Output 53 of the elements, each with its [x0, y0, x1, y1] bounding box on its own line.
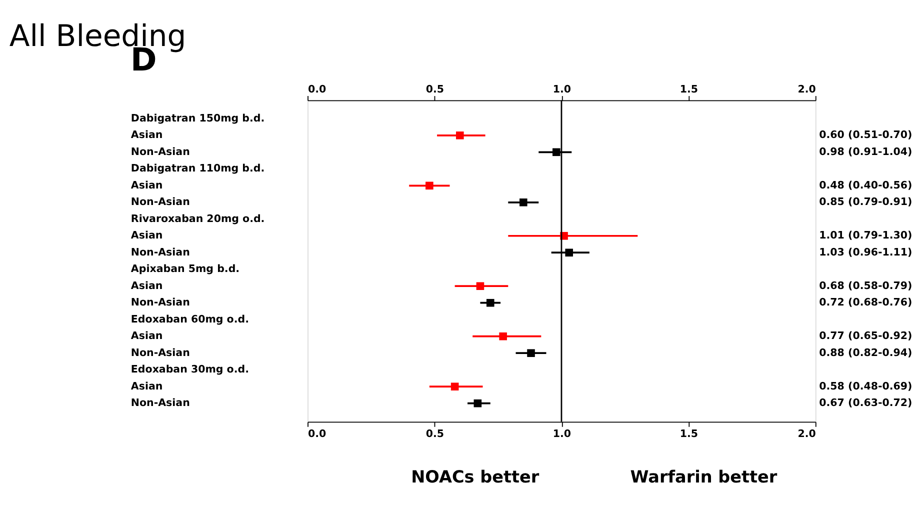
- y-tick-label: Asian: [130, 179, 163, 192]
- y-tick-label: Non-Asian: [130, 196, 190, 208]
- point: [527, 349, 535, 357]
- x-tick-label: 0.5: [426, 83, 444, 96]
- point: [474, 399, 482, 408]
- x2-tick-label: 1.0: [552, 428, 572, 440]
- y-tick-label: Non-Asian: [130, 397, 190, 410]
- point: [450, 382, 459, 390]
- point: [519, 198, 528, 206]
- data-label: 0.98 (0.91-1.04): [819, 146, 912, 158]
- x2-tick-label: 1.5: [680, 428, 698, 440]
- x2-tick-label: 0.5: [426, 428, 444, 440]
- point: [456, 132, 464, 140]
- point: [552, 148, 560, 156]
- data-label: 0.67 (0.63-0.72): [819, 397, 912, 410]
- data-label: 1.01 (0.79-1.30): [819, 230, 912, 242]
- y-tick-label: Asian: [130, 129, 163, 142]
- x-tick-label: 0.0: [308, 83, 326, 96]
- data-label: 0.72 (0.68-0.76): [819, 296, 912, 309]
- data-label: 0.85 (0.79-0.91): [819, 196, 912, 208]
- y-tick-label: Non-Asian: [130, 246, 190, 258]
- data-label: 0.60 (0.51-0.70): [819, 129, 912, 142]
- x-tick-label: 2.0: [798, 83, 816, 96]
- data-label: 0.68 (0.58-0.79): [819, 280, 912, 292]
- data-label: 0.48 (0.40-0.56): [819, 179, 912, 192]
- data-label: 1.03 (0.96-1.11): [819, 246, 912, 258]
- data-label: 0.77 (0.65-0.92): [819, 330, 912, 342]
- y-tick-label: Edoxaban 30mg o.d.: [130, 364, 249, 376]
- point: [565, 248, 573, 257]
- y-tick-label: Asian: [130, 230, 163, 242]
- x2-tick-label: 2.0: [798, 428, 816, 440]
- x2-tick-label: 0.0: [308, 428, 326, 440]
- y-tick-label: Dabigatran 110mg b.d.: [130, 162, 265, 175]
- y-tick-label: Asian: [130, 380, 163, 392]
- point: [426, 182, 434, 190]
- point: [499, 332, 507, 340]
- y-tick-label: Non-Asian: [130, 296, 190, 309]
- y-tick-label: Edoxaban 60mg o.d.: [130, 313, 249, 326]
- data-label: 0.88 (0.82-0.94): [819, 346, 912, 359]
- y-tick-label: Non-Asian: [130, 146, 190, 158]
- y-tick-label: Asian: [130, 330, 163, 342]
- y-tick-label: Asian: [130, 280, 163, 292]
- y-tick-label: Dabigatran 150mg b.d.: [130, 112, 265, 124]
- y-tick-label: Non-Asian: [130, 346, 190, 359]
- x-tick-label: 1.5: [680, 83, 698, 96]
- data-label: 0.58 (0.48-0.69): [819, 380, 912, 392]
- y-tick-label: Rivaroxaban 20mg o.d.: [130, 212, 265, 225]
- point: [476, 282, 484, 290]
- text: NOACs better: [411, 466, 540, 486]
- text: Warfarin better: [630, 466, 778, 486]
- y-tick-label: Apixaban 5mg b.d.: [130, 263, 240, 276]
- point: [486, 298, 494, 307]
- x-tick-label: 1.0: [552, 83, 572, 96]
